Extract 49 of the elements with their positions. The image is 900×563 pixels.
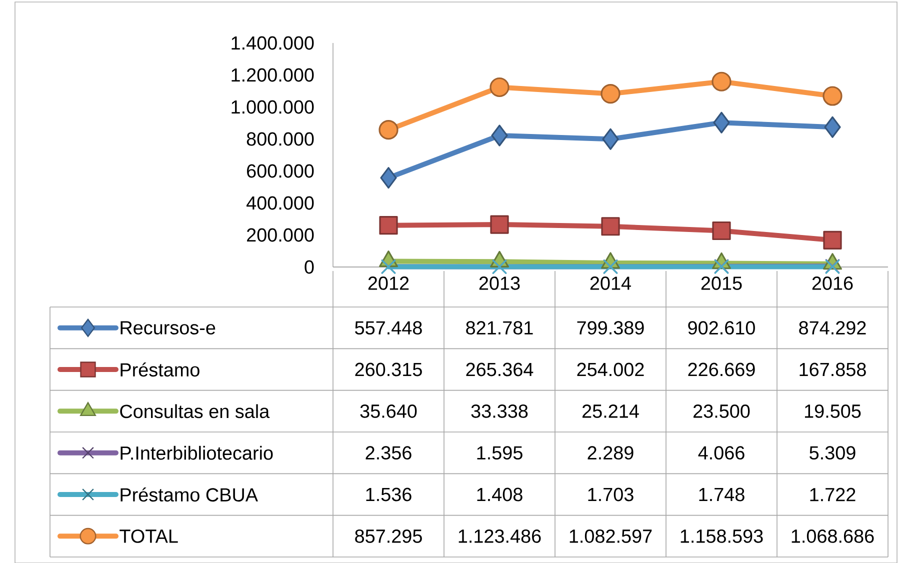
data-label: 265.364 [466,362,534,376]
data-label: 5.309 [810,446,856,460]
data-label: 254.002 [577,362,644,376]
data-label: 557.448 [355,321,422,335]
y-tick-label: 600.000 [247,164,314,178]
x-tick-label: 2015 [701,276,742,290]
legend-label: Consultas en sala [120,404,270,418]
data-label: 2.356 [366,446,412,460]
data-label: 1.703 [588,488,634,502]
y-tick-label: 1.200.000 [232,68,314,82]
data-label: 25.214 [582,404,639,418]
data-label: 226.669 [688,362,755,376]
data-label: 19.505 [805,404,861,418]
data-label: 1.536 [366,488,412,502]
data-label: 857.295 [355,529,422,543]
y-tick-label: 1.400.000 [232,36,314,50]
legend-label: Préstamo [120,362,200,377]
data-label: 799.389 [577,321,644,335]
x-tick-label: 2012 [368,276,409,290]
legend-label: TOTAL [120,529,178,543]
y-tick-label: 400.000 [246,196,314,210]
data-label: 1.082.597 [570,529,652,543]
data-label: 35.640 [360,404,417,418]
y-tick-label: 1.000.000 [232,100,314,114]
data-label: 1.158.593 [680,529,763,543]
data-label: 874.292 [799,321,866,335]
data-label: 1.068.686 [792,529,874,543]
data-label: 1.722 [810,488,856,502]
data-label: 2.289 [588,446,634,460]
x-tick-label: 2014 [590,276,631,290]
data-label: 260.315 [355,362,422,376]
data-label: 1.748 [699,488,744,502]
data-label: 1.123.486 [458,529,541,543]
x-tick-label: 2013 [479,276,520,290]
data-label: 1.408 [477,488,522,502]
legend-label: Recursos-e [120,321,216,334]
data-label: 167.858 [800,362,866,376]
y-tick-label: 0 [304,260,314,274]
x-tick-label: 2016 [812,276,853,290]
data-label: 902.610 [688,321,755,335]
data-label: 1.595 [477,446,522,460]
y-tick-label: 200.000 [247,228,314,242]
data-label: 4.066 [698,446,744,460]
legend-label: P.Interbibliotecario [120,446,273,460]
data-label: 821.781 [466,321,533,335]
data-label: 33.338 [471,404,528,418]
y-tick-label: 800.000 [246,132,314,146]
legend-label: Préstamo CBUA [120,487,258,502]
data-label: 23.500 [694,404,750,418]
